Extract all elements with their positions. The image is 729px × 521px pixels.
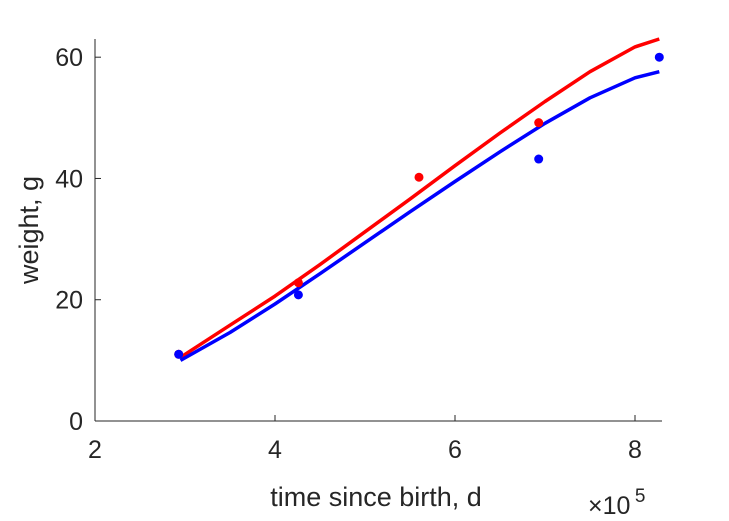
y-tick-label: 40	[55, 165, 83, 193]
series-1-point	[414, 172, 424, 182]
plot-area	[174, 37, 664, 362]
series-1-fit-line	[179, 37, 660, 359]
y-tick-label: 60	[55, 44, 83, 72]
axes: 2 4 6 8 0 20 40 60	[55, 39, 662, 464]
x-tick-label: 6	[448, 436, 462, 464]
x-tick-label: 8	[628, 436, 642, 464]
x-axis-label: time since birth, d	[270, 482, 482, 512]
x-exponent-power: 5	[635, 486, 646, 507]
series-2-point	[654, 52, 664, 62]
series-1-point	[293, 278, 303, 288]
series-1-point	[534, 118, 544, 128]
series-2-point	[293, 290, 303, 300]
series-2-point	[174, 349, 184, 359]
y-tick-label: 20	[55, 287, 83, 315]
series-2-fit-line	[179, 70, 660, 362]
x-tick-label: 4	[268, 436, 282, 464]
series-2-point	[534, 154, 544, 164]
x-exponent-base: ×10	[588, 492, 630, 520]
y-tick-label: 0	[69, 408, 83, 436]
y-axis-label: weight, g	[14, 176, 44, 285]
x-exponent-label: ×10 5	[588, 486, 645, 520]
x-tick-label: 2	[88, 436, 102, 464]
